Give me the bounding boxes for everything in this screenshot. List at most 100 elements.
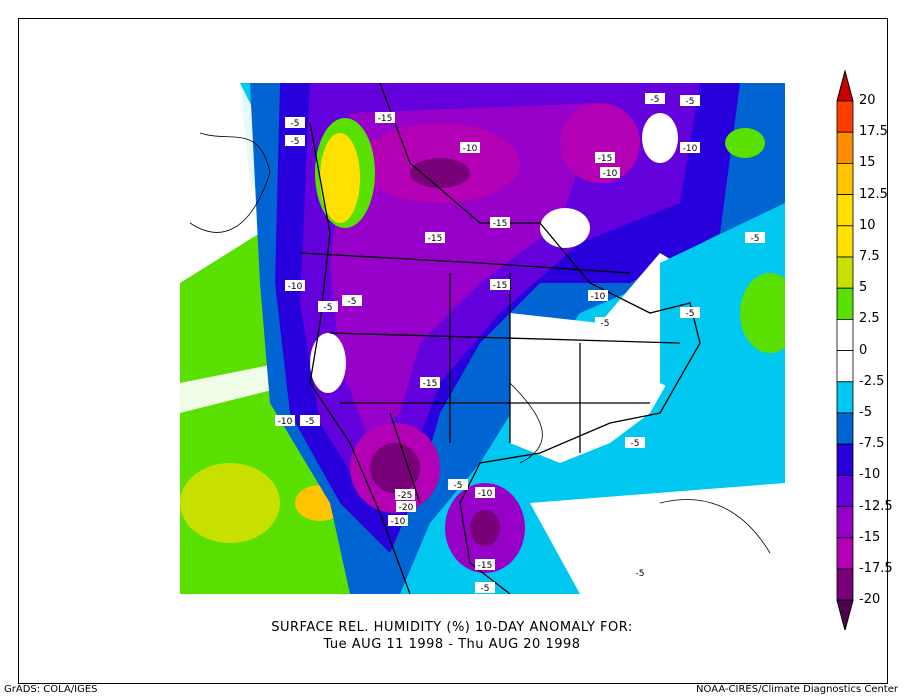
newfoundland-green xyxy=(725,128,765,158)
contour-label-bg xyxy=(448,479,468,490)
colorbar-label: 20 xyxy=(859,93,876,108)
caribbean-white xyxy=(530,483,785,594)
contour-label: -15 xyxy=(493,219,508,229)
colorbar-label: -2.5 xyxy=(859,373,885,389)
contour-label: -15 xyxy=(598,154,613,164)
colorbar-label: -12.5 xyxy=(859,498,893,514)
colorbar-label: 7.5 xyxy=(859,249,880,264)
contour-label: -15 xyxy=(428,234,443,244)
mexico-dark xyxy=(470,510,500,546)
dark-north xyxy=(410,158,470,188)
atlantic-green xyxy=(740,273,785,353)
title-line-2: Tue AUG 11 1998 - Thu AUG 20 1998 xyxy=(323,637,581,652)
colorbar-segment xyxy=(836,537,854,570)
footer-right: NOAA-CIRES/Climate Diagnostics Center xyxy=(696,684,898,695)
colorbar-segment xyxy=(836,568,854,601)
colorbar-label: -20 xyxy=(859,592,881,608)
colorbar-segment xyxy=(836,287,854,320)
colorbar-segment xyxy=(836,163,854,196)
contour-label: -15 xyxy=(423,379,438,389)
contour-label-bg xyxy=(475,487,495,498)
colorbar-segment xyxy=(836,194,854,227)
contour-label: -10 xyxy=(391,517,406,527)
contour-label: -10 xyxy=(603,169,618,179)
contour-label-bg xyxy=(420,377,440,388)
contour-label-bg xyxy=(395,489,415,500)
contour-label: -15 xyxy=(493,281,508,291)
contour-label: -25 xyxy=(398,491,413,501)
contour-label-bg xyxy=(645,93,665,104)
midwest-white xyxy=(540,208,590,248)
dark-sw xyxy=(370,443,420,493)
contour-label: -5 xyxy=(686,97,695,107)
colorbar-segment xyxy=(836,474,854,507)
colorbar-label: 5 xyxy=(859,280,868,296)
contour-label-bg xyxy=(490,279,510,290)
contour-label: -5 xyxy=(601,319,610,329)
colorbar-label: -15 xyxy=(859,529,881,545)
contour-label-bg xyxy=(396,501,416,512)
colorbar-label: -5 xyxy=(859,405,872,420)
plot-frame xyxy=(18,18,888,684)
contour-label: -5 xyxy=(686,309,695,319)
contour-label-bg xyxy=(285,117,305,128)
contour-label: -10 xyxy=(591,292,606,302)
contour-label: -5 xyxy=(481,584,490,594)
contour-label: -10 xyxy=(288,282,303,292)
contour-label: -10 xyxy=(478,489,493,499)
title-line-1: SURFACE REL. HUMIDITY (%) 10-DAY ANOMALY… xyxy=(271,620,633,635)
colorbar-label: 12.5 xyxy=(859,186,888,202)
colorbar-segment xyxy=(836,443,854,476)
contour-label: -5 xyxy=(324,303,333,313)
nevada-white xyxy=(310,333,346,393)
contour-label: -5 xyxy=(631,439,640,449)
yellow-south xyxy=(180,463,280,543)
contour-label-bg xyxy=(588,290,608,301)
contour-label: -5 xyxy=(306,417,315,427)
contour-label-bg xyxy=(388,515,408,526)
contour-label-bg xyxy=(745,232,765,243)
contour-label: -10 xyxy=(463,144,478,154)
colorbar-segment xyxy=(836,412,854,445)
colorbar-segment xyxy=(836,506,854,539)
contour-label: -10 xyxy=(278,417,293,427)
contour-label: -20 xyxy=(399,503,414,513)
colorbar-segment xyxy=(836,318,854,351)
colorbar-label: 10 xyxy=(859,217,876,233)
colorbar-segment xyxy=(836,225,854,258)
contour-label: -5 xyxy=(636,569,645,579)
contour-label-bg xyxy=(630,567,650,578)
labrador-white xyxy=(642,113,678,163)
colorbar-top-arrow xyxy=(836,70,854,102)
contour-label: -15 xyxy=(478,561,493,571)
hudson-purple xyxy=(560,103,640,183)
contour-label-bg xyxy=(490,217,510,228)
contour-label-bg xyxy=(680,95,700,106)
contour-label: -10 xyxy=(683,144,698,154)
colorbar-label: 17.5 xyxy=(859,124,888,140)
colorbar-bottom-arrow xyxy=(836,599,854,630)
contour-label-bg xyxy=(625,437,645,448)
colorbar-segment xyxy=(836,381,854,414)
colorbar-segment xyxy=(836,100,854,133)
colorbar-label: -17.5 xyxy=(859,561,893,576)
contour-label-bg xyxy=(680,142,700,153)
contour-label-bg xyxy=(275,415,295,426)
contour-label-bg xyxy=(595,152,615,163)
colorbar-segment xyxy=(836,131,854,164)
colorbar-label: 15 xyxy=(859,155,876,171)
humidity-anomaly-map: -5 -15 -10 -15 -10 -5 -5 -10 -15 -15 -5 -15 -10 -5 -5 -… xyxy=(180,83,785,594)
contour-label-bg xyxy=(285,135,305,146)
contour-label: -5 xyxy=(454,481,463,491)
colorbar-label: 2.5 xyxy=(859,311,880,327)
contour-label: -15 xyxy=(378,114,393,124)
contour-label-bg xyxy=(375,112,395,123)
contour-label-bg xyxy=(600,167,620,178)
contour-label: -5 xyxy=(291,119,300,129)
contour-label: -5 xyxy=(348,297,357,307)
contour-label-bg xyxy=(595,317,615,328)
contour-lines xyxy=(189,132,771,554)
contour-label-bg xyxy=(342,295,362,306)
contour-label-bg xyxy=(460,142,480,153)
contour-label-bg xyxy=(300,415,320,426)
